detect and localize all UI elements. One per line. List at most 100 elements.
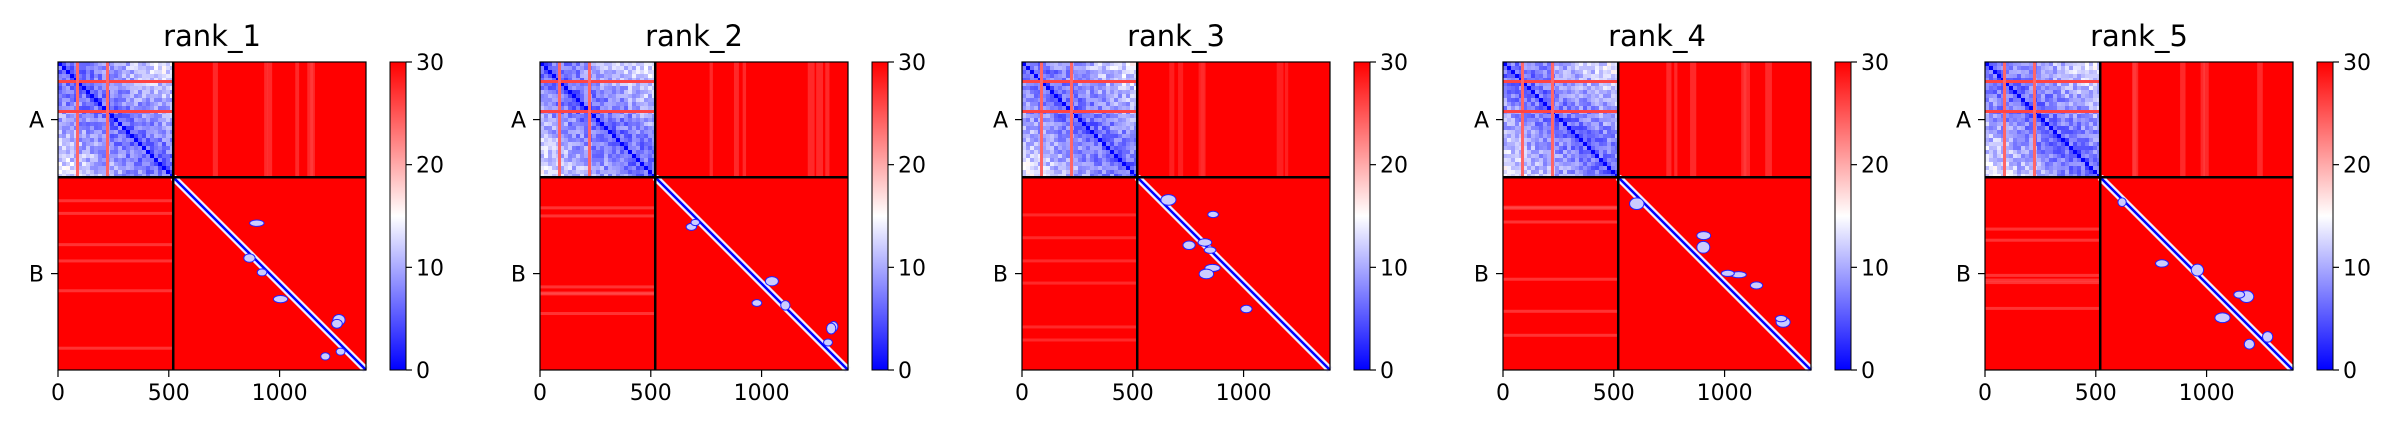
heatmap-cell — [1599, 158, 1604, 163]
heatmap-cell — [154, 66, 159, 71]
heatmap-cell — [1126, 106, 1131, 111]
heatmap-cell — [1539, 138, 1544, 143]
heatmap-cell — [1054, 122, 1059, 127]
heatmap-cell — [636, 70, 641, 75]
heatmap-cell — [1555, 146, 1560, 151]
heatmap-cell — [1985, 150, 1990, 155]
heatmap-cell — [166, 162, 171, 167]
heatmap-cell — [1535, 154, 1540, 159]
heatmap-cell — [2077, 106, 2082, 111]
heatmap-cell — [1523, 86, 1528, 91]
diagonal-core — [654, 176, 849, 371]
heatmap-cell — [1078, 138, 1083, 143]
heatmap-cell — [1527, 98, 1532, 103]
heatmap-cell — [1575, 106, 1580, 111]
heatmap-cell — [1118, 114, 1123, 119]
heatmap-cell — [1985, 130, 1990, 135]
heatmap-cell — [1507, 74, 1512, 79]
heatmap-cell — [2029, 66, 2034, 71]
heatmap-cell — [154, 70, 159, 75]
heatmap-cell — [2053, 158, 2058, 163]
heatmap-cell — [142, 170, 147, 175]
heatmap-cell — [2061, 62, 2066, 67]
heatmap-cell — [1062, 162, 1067, 167]
heatmap-cell — [572, 66, 577, 71]
heatmap-cell — [82, 94, 87, 99]
heatmap-cell — [122, 154, 127, 159]
heatmap-cell — [1559, 158, 1564, 163]
heatmap-cell — [592, 158, 597, 163]
heatmap-cell — [62, 102, 67, 107]
heatmap-cell — [644, 102, 649, 107]
heatmap-cell — [2073, 74, 2078, 79]
heatmap-cell — [612, 158, 617, 163]
heatmap-cell — [2025, 74, 2030, 79]
heatmap-cell — [540, 118, 545, 123]
heatmap-cell — [1130, 102, 1135, 107]
heatmap-cell — [576, 130, 581, 135]
heatmap-cell — [1539, 114, 1544, 119]
heatmap-streak — [310, 62, 315, 178]
heatmap-cell — [2077, 102, 2082, 107]
heatmap-cell — [1503, 86, 1508, 91]
heatmap-cell — [58, 74, 63, 79]
heatmap-cell — [1599, 102, 1604, 107]
heatmap-cell — [640, 74, 645, 79]
heatmap-cell — [1579, 146, 1584, 151]
heatmap-stripe — [1070, 62, 1073, 178]
heatmap-cell — [2049, 134, 2054, 139]
heatmap-cell — [102, 106, 107, 111]
heatmap-cell — [1062, 146, 1067, 151]
heatmap-cell — [1587, 82, 1592, 87]
heatmap-cell — [568, 86, 573, 91]
heatmap-cell — [1066, 138, 1071, 143]
heatmap-cell — [1571, 158, 1576, 163]
heatmap-cell — [1026, 134, 1031, 139]
heatmap-cell — [540, 74, 545, 79]
heatmap-cell — [110, 86, 115, 91]
heatmap-cell — [596, 134, 601, 139]
heatmap-cell — [1078, 126, 1083, 131]
heatmap-cell — [628, 102, 633, 107]
heatmap-cell — [1086, 146, 1091, 151]
heatmap-cell — [66, 130, 71, 135]
heatmap-cell — [1989, 118, 1994, 123]
heatmap-cell — [1058, 62, 1063, 67]
heatmap-cell — [2057, 126, 2062, 131]
heatmap-cell — [2065, 90, 2070, 95]
heatmap-cell — [1515, 74, 1520, 79]
heatmap-cell — [1066, 150, 1071, 155]
heatmap-cell — [2073, 90, 2078, 95]
heatmap-cell — [134, 62, 139, 67]
heatmap-cell — [1547, 82, 1552, 87]
heatmap-cell — [1122, 94, 1127, 99]
heatmap-cell — [70, 70, 75, 75]
heatmap-cell — [1591, 166, 1596, 171]
heatmap-cell — [1527, 82, 1532, 87]
heatmap-cell — [2069, 158, 2074, 163]
heatmap-cell — [1062, 138, 1067, 143]
heatmap-cell — [70, 126, 75, 131]
heatmap-cell — [1985, 142, 1990, 147]
heatmap-cell — [1074, 138, 1079, 143]
heatmap-cell — [2045, 142, 2050, 147]
heatmap-cell — [1523, 146, 1528, 151]
heatmap-cell — [1022, 154, 1027, 159]
heatmap-cell — [2069, 122, 2074, 127]
heatmap-cell — [66, 162, 71, 167]
heatmap-cell — [146, 90, 151, 95]
heatmap-cell — [2085, 158, 2090, 163]
heatmap-cell — [2017, 130, 2022, 135]
heatmap-cell — [1122, 166, 1127, 171]
heatmap-cell — [2041, 94, 2046, 99]
heatmap-cell — [620, 158, 625, 163]
heatmap-cell — [604, 170, 609, 175]
heatmap-cell — [1054, 94, 1059, 99]
heatmap-cell — [58, 158, 63, 163]
heatmap-cell — [82, 70, 87, 75]
heatmap-cell — [592, 170, 597, 175]
heatmap-cell — [1050, 70, 1055, 75]
heatmap-cell — [1098, 146, 1103, 151]
heatmap-cell — [1086, 162, 1091, 167]
heatmap-cell — [1555, 142, 1560, 147]
